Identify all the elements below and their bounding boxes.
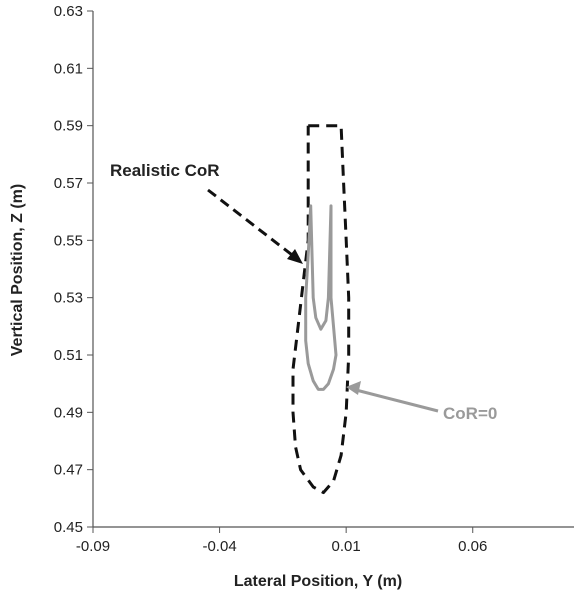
x-tick-label: -0.09: [76, 538, 110, 555]
y-axis-title: Vertical Position, Z (m): [9, 184, 26, 356]
y-tick-label: 0.45: [54, 519, 83, 536]
x-tick-label: 0.01: [332, 538, 361, 555]
x-axis-title: Lateral Position, Y (m): [234, 573, 402, 590]
annotation-arrowhead-cor-zero: [346, 381, 361, 395]
plot-area: [92, 11, 574, 528]
series-cor-zero-line: [304, 204, 338, 391]
x-tick-label: 0.06: [458, 538, 487, 555]
annotation-arrow-cor-zero: [355, 388, 439, 413]
y-tick-label: 0.57: [54, 175, 83, 192]
series-realistic-cor-line: [291, 124, 351, 495]
y-tick-label: 0.47: [54, 462, 83, 479]
annotation-realistic-cor: Realistic CoR: [110, 161, 220, 180]
series-layer: [291, 124, 351, 495]
y-tick-label: 0.63: [54, 3, 83, 20]
y-tick-label: 0.61: [54, 60, 83, 77]
annotation-arrowhead-realistic: [287, 249, 303, 264]
annotation-arrow-realistic: [207, 188, 297, 260]
annotation-cor-zero: CoR=0: [443, 404, 497, 423]
x-tick-label: -0.04: [202, 538, 236, 555]
y-tick-label: 0.49: [54, 404, 83, 421]
y-tick-label: 0.59: [54, 118, 83, 135]
y-tick-label: 0.55: [54, 232, 83, 249]
y-tick-label: 0.53: [54, 290, 83, 307]
y-tick-label: 0.51: [54, 347, 83, 364]
tick-layer: 0.45 0.47 0.49 0.51 0.53 0.55 0.57 0.59 0.61 0.63…: [54, 3, 488, 555]
annotation-layer: Realistic CoR CoR=0: [110, 161, 497, 423]
